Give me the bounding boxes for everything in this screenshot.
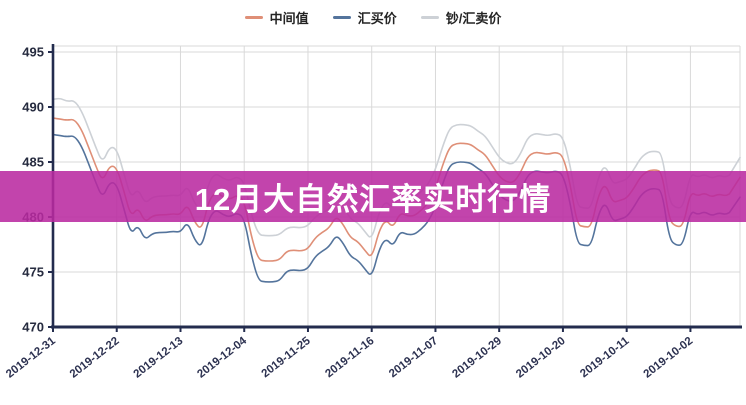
y-axis-label: 470 xyxy=(22,320,44,335)
legend-label-cash-sell-rate: 钞/汇卖价 xyxy=(445,11,502,26)
legend-swatch-cash-sell-rate xyxy=(420,16,439,19)
legend-swatch-mid-rate xyxy=(244,16,263,19)
x-axis-label: 2019-12-31 xyxy=(4,335,58,381)
x-axis-label: 2019-10-20 xyxy=(514,335,568,381)
x-axis-label: 2019-12-04 xyxy=(195,335,249,381)
legend-swatch-buy-rate xyxy=(332,16,351,19)
y-axis-label: 485 xyxy=(22,155,44,170)
y-axis-label: 475 xyxy=(22,265,44,280)
title-banner: 12月大自然汇率实时行情 xyxy=(0,171,746,222)
banner-title: 12月大自然汇率实时行情 xyxy=(194,182,552,217)
x-axis-label: 2019-11-25 xyxy=(260,335,314,381)
legend-item-buy-rate[interactable]: 汇买价 xyxy=(332,8,397,27)
legend-item-mid-rate[interactable]: 中间值 xyxy=(244,8,309,27)
x-axis-label: 2019-10-11 xyxy=(578,335,632,381)
legend-label-buy-rate: 汇买价 xyxy=(357,11,397,26)
x-axis-label: 2019-11-07 xyxy=(387,335,440,380)
x-axis-label: 2019-10-02 xyxy=(642,335,696,381)
x-axis-label: 2019-11-16 xyxy=(323,335,376,380)
legend-item-cash-sell-rate[interactable]: 钞/汇卖价 xyxy=(420,8,502,27)
chart-legend: 中间值 汇买价 钞/汇卖价 xyxy=(0,8,746,27)
x-axis-label: 2019-12-22 xyxy=(68,335,122,381)
x-axis-label: 2019-12-13 xyxy=(132,335,186,381)
y-axis-label: 495 xyxy=(22,45,44,60)
x-axis-label: 2019-10-29 xyxy=(450,335,504,381)
legend-label-mid-rate: 中间值 xyxy=(269,11,309,26)
y-axis-label: 490 xyxy=(22,100,44,115)
